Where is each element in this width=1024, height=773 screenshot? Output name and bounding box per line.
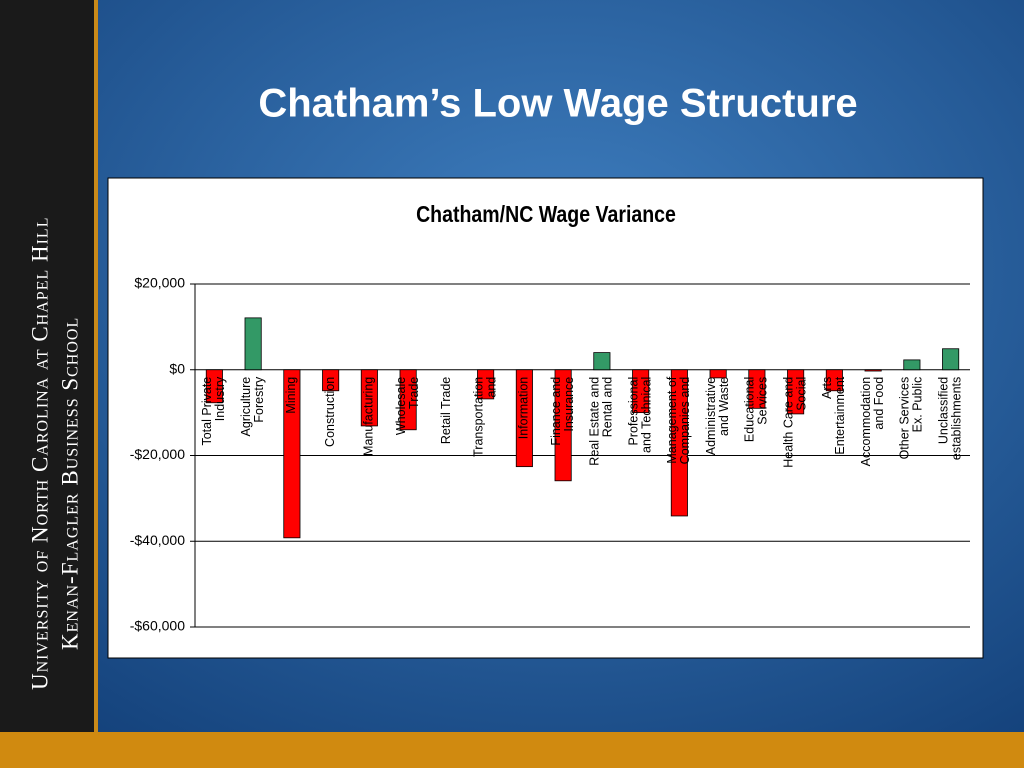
bar [205, 369, 223, 404]
y-tick-label: -$20,000 [130, 446, 185, 462]
y-tick-label: -$40,000 [130, 532, 185, 548]
bar [787, 369, 805, 415]
x-tick-label: Social [794, 377, 808, 411]
x-tick-label: Total Private [200, 377, 214, 446]
bar [554, 369, 572, 482]
x-tick-label: Forestry [252, 376, 266, 423]
x-tick-label: and Technical [639, 377, 653, 453]
x-tick-label: Transportation [471, 377, 485, 457]
x-tick-label: and Waste [717, 377, 731, 436]
x-tick-label: Entertainment [833, 376, 847, 454]
x-tick-label: Companies and [678, 377, 692, 465]
x-tick-label: Wholesale [394, 377, 408, 435]
x-tick-label: Information [517, 377, 531, 440]
sidebar-line: University of North Carolina at Chapel H… [27, 217, 52, 690]
x-tick-label: Accommodation [859, 377, 873, 467]
bar [864, 369, 882, 372]
bar [942, 348, 960, 371]
bar [283, 369, 301, 539]
bar [244, 317, 262, 371]
bar [593, 352, 611, 371]
bar [322, 369, 340, 392]
y-tick-label: -$60,000 [130, 618, 185, 634]
chart-title: Chatham/NC Wage Variance [416, 202, 676, 228]
bar [748, 369, 766, 409]
bar [903, 359, 921, 371]
x-tick-label: Educational [743, 377, 757, 442]
x-tick-label: Finance and [549, 377, 563, 446]
sidebar-edge [94, 0, 98, 732]
x-tick-label: Rental and [601, 377, 615, 438]
x-tick-label: Professional [626, 377, 640, 446]
x-tick-label: Industry [213, 376, 227, 421]
sidebar [0, 0, 96, 732]
bar [632, 369, 650, 414]
chart-frame [107, 177, 984, 659]
x-tick-label: Mining [284, 377, 298, 414]
x-tick-label: Administrative [704, 377, 718, 456]
bar [515, 369, 533, 468]
x-tick-label: Insurance [562, 377, 576, 432]
slide-title: Chatham’s Low Wage Structure [258, 82, 857, 126]
x-tick-label: Services [756, 377, 770, 425]
x-tick-label: Ex. Public [911, 377, 925, 433]
x-tick-label: Management of [665, 376, 679, 463]
bar [477, 369, 495, 400]
x-tick-label: and [484, 377, 498, 398]
bar [670, 369, 688, 517]
x-tick-label: Retail Trade [439, 377, 453, 444]
x-tick-label: Other Services [898, 377, 912, 460]
x-tick-label: Manufacturing [362, 377, 376, 456]
x-tick-label: Trade [407, 377, 421, 409]
x-tick-label: and Food [872, 377, 886, 430]
x-tick-label: establishments [949, 377, 963, 460]
bar [709, 369, 727, 379]
x-tick-label: Agriculture [239, 377, 253, 437]
sidebar-line: Kenan-Flagler Business School [57, 317, 82, 650]
bar [825, 369, 843, 392]
x-tick-label: Construction [323, 377, 337, 447]
x-tick-label: Unclassified [936, 377, 950, 444]
x-tick-label: Arts [820, 377, 834, 399]
bar [360, 369, 378, 427]
bar [399, 369, 417, 431]
footer-band [0, 732, 1024, 768]
x-tick-label: Real Estate and [588, 377, 602, 466]
y-tick-label: $0 [169, 360, 185, 376]
y-tick-label: $20,000 [134, 275, 185, 291]
x-tick-label: Health Care and [781, 377, 795, 468]
